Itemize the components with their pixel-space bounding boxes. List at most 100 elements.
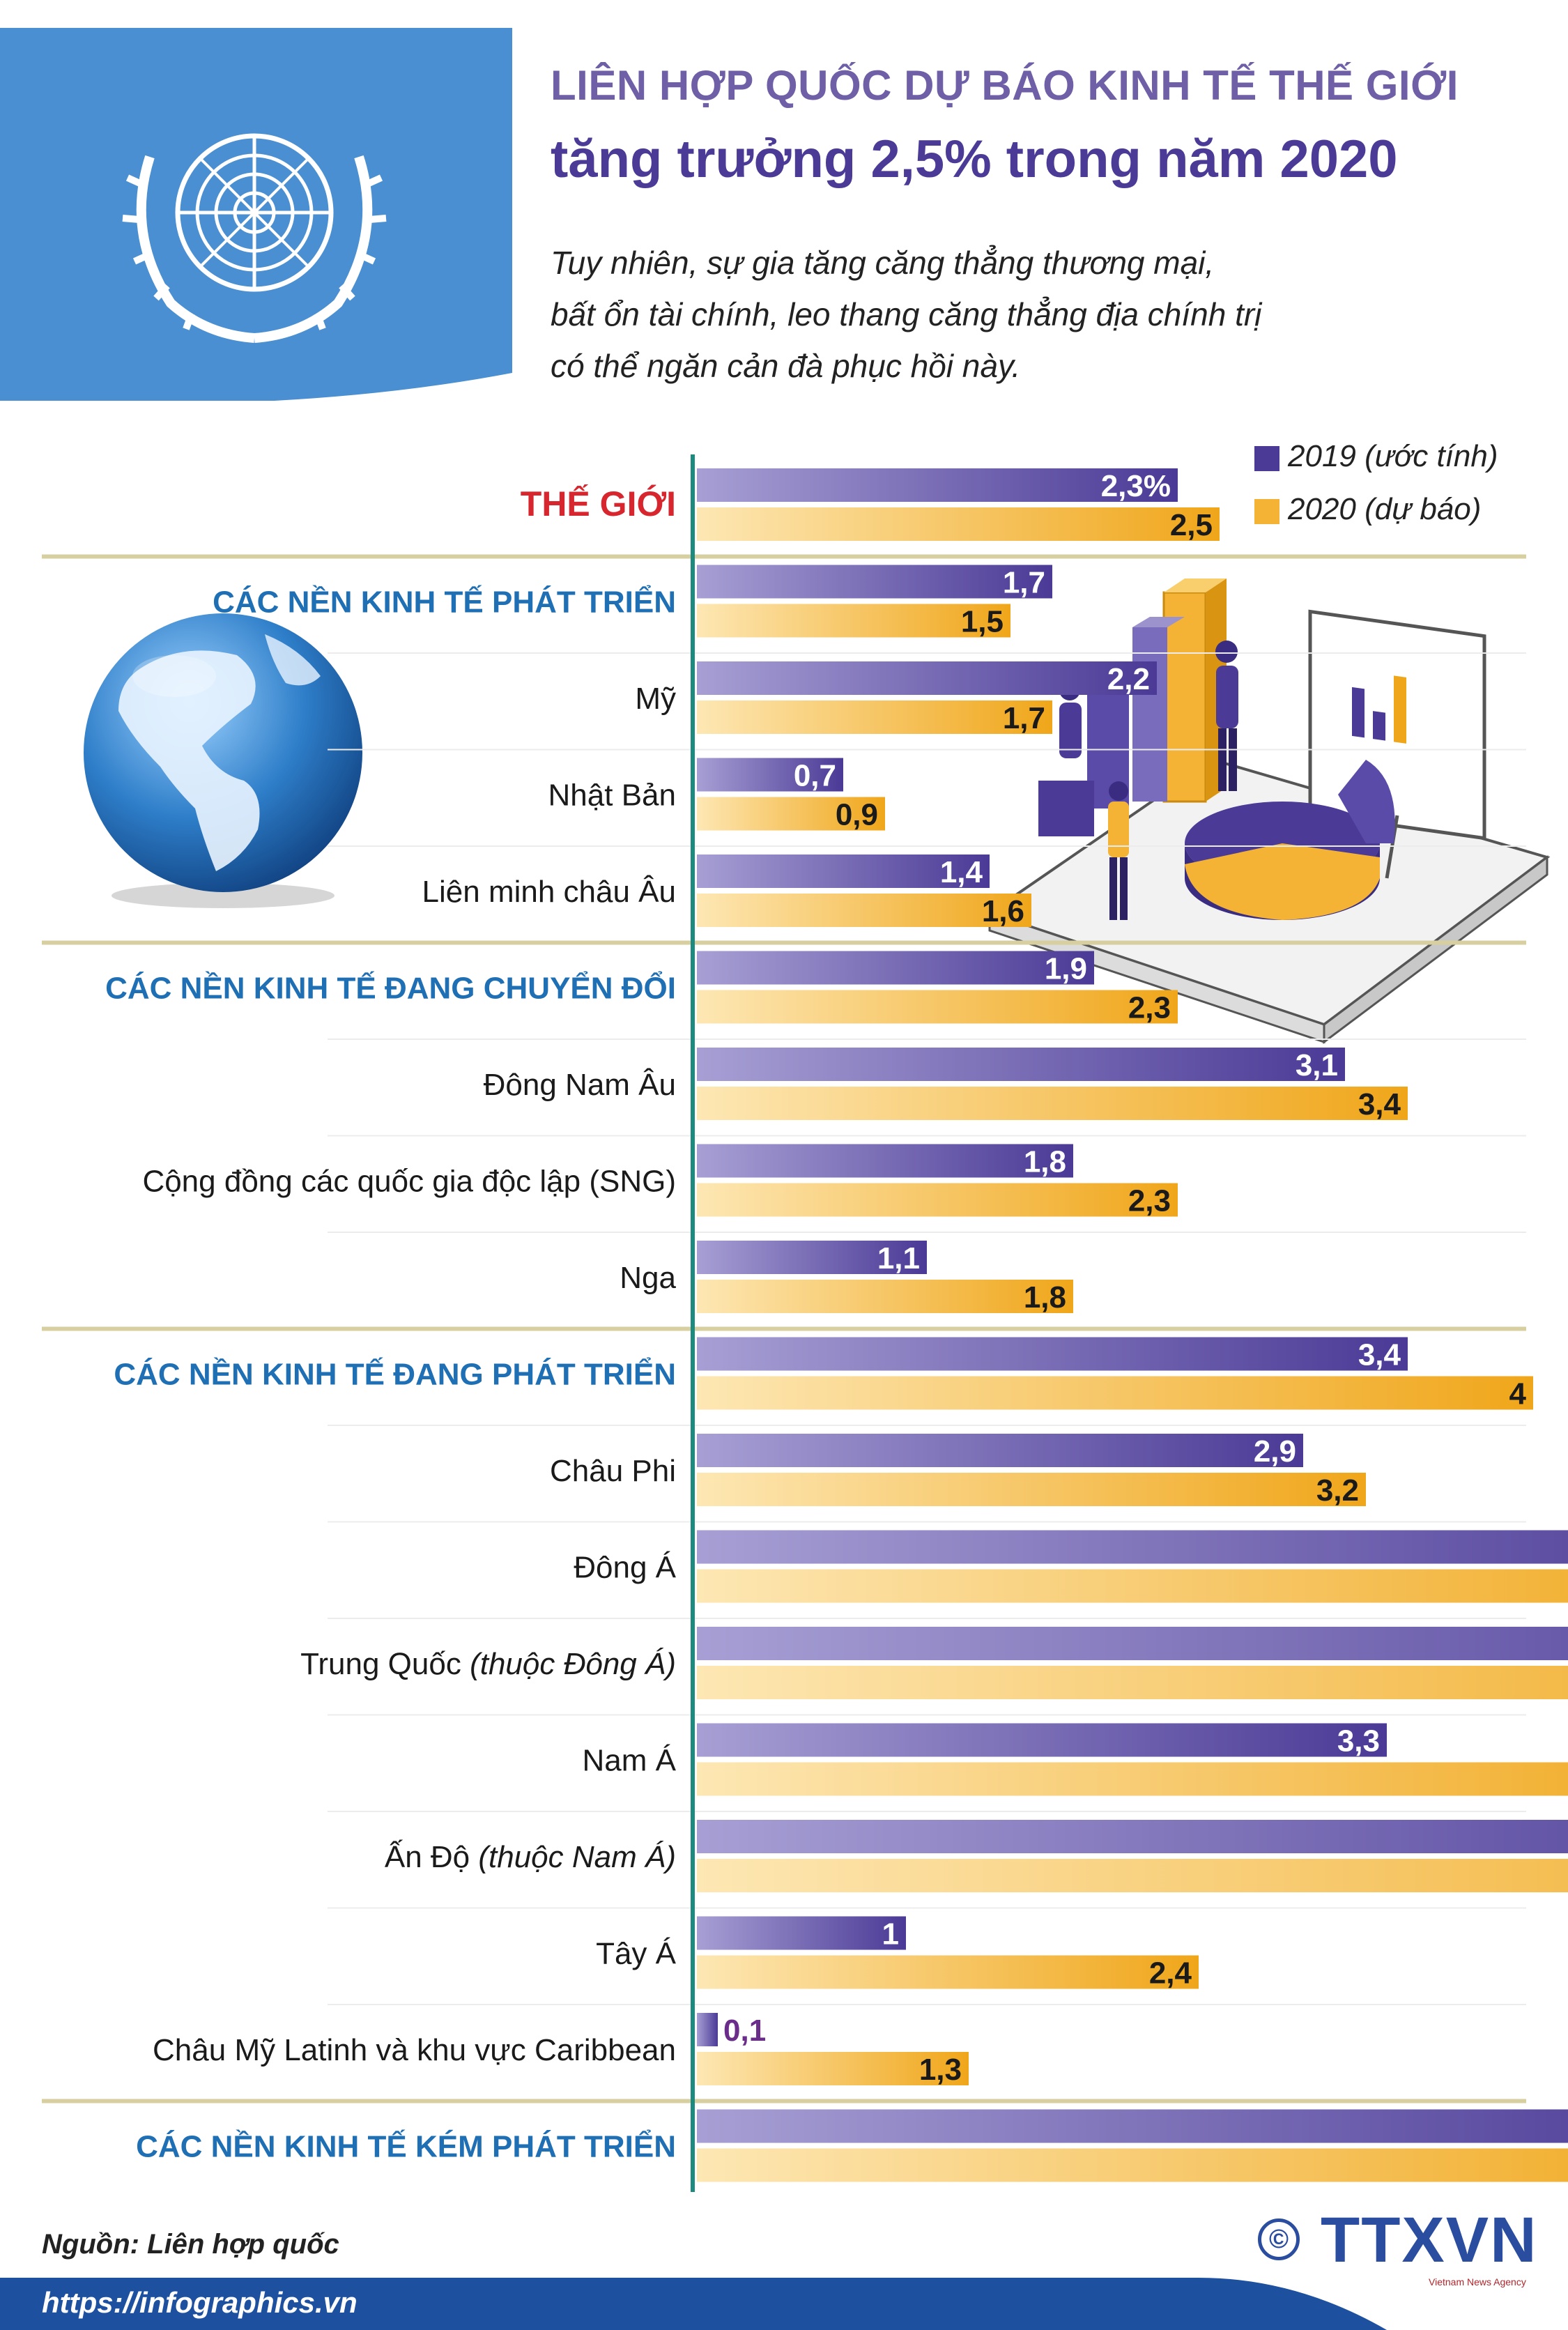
value-label-2020: 2,5 [1170, 508, 1213, 542]
value-label-2019: 1,9 [1045, 952, 1087, 986]
category-label: Nhật Bản [548, 779, 676, 813]
value-label-2020: 2,3 [1128, 991, 1171, 1025]
value-label-2020: 3,4 [1358, 1087, 1401, 1121]
category-label: Nam Á [583, 1744, 677, 1778]
subtitle-line: bất ổn tài chính, leo thang căng thẳng đ… [551, 296, 1262, 332]
bar-2019 [697, 1241, 927, 1274]
bar-2019 [697, 565, 1052, 599]
category-label: Tây Á [596, 1937, 677, 1971]
bar-2020 [697, 604, 1010, 638]
legend-item-2020: 2020 (dự báo) [1254, 485, 1561, 538]
bar-2020 [697, 1569, 1568, 1603]
value-label-2019: 3,4 [1358, 1338, 1401, 1372]
value-label-2019: 0,1 [723, 2014, 766, 2048]
bar-2019 [697, 2013, 718, 2046]
legend-label-2019: 2019 (ước tính) [1288, 439, 1498, 473]
bar-2020 [697, 2148, 1568, 2182]
bar-2019 [697, 468, 1178, 502]
legend-swatch-2019 [1254, 446, 1279, 471]
globe-icon [84, 613, 362, 908]
bar-2020 [697, 1859, 1568, 1892]
bar-2019 [697, 1530, 1568, 1564]
bar-2020 [697, 1762, 1568, 1796]
website-link[interactable]: https://infographics.vn [42, 2286, 358, 2319]
bar-2020 [697, 1376, 1533, 1410]
value-label-2020: 3,2 [1316, 1473, 1359, 1508]
bar-2019 [697, 951, 1094, 985]
bar-2020 [697, 1473, 1366, 1506]
un-flag [0, 28, 512, 401]
category-label: Châu Phi [550, 1454, 676, 1488]
value-label-2020: 1,6 [982, 894, 1024, 928]
business-meeting-illustration [986, 578, 1551, 1044]
value-label-2020: 4 [1509, 1377, 1527, 1411]
value-label-2020: 1,7 [1003, 701, 1045, 735]
legend: 2019 (ước tính) 2020 (dự báo) [1254, 432, 1561, 538]
value-label-2020: 1,3 [919, 2053, 962, 2087]
category-label: CÁC NỀN KINH TẾ PHÁT TRIỂN [213, 584, 676, 620]
value-label-2019: 1,4 [940, 855, 983, 889]
bar-2019 [697, 1820, 1568, 1853]
value-label-2019: 1 [882, 1917, 899, 1952]
legend-swatch-2020 [1254, 499, 1279, 524]
bar-2019 [697, 1627, 1568, 1660]
value-label-2020: 2,3 [1128, 1184, 1171, 1218]
category-label: Trung Quốc (thuộc Đông Á) [300, 1647, 676, 1681]
bar-2019 [697, 2109, 1568, 2143]
ttxvn-logo-subtitle: Vietnam News Agency [1429, 2276, 1526, 2287]
category-label: Cộng đồng các quốc gia độc lập (SNG) [142, 1165, 676, 1199]
category-label: Đông Nam Âu [484, 1068, 676, 1102]
subtitle: Tuy nhiên, sự gia tăng căng thẳng thương… [551, 237, 1456, 392]
ttxvn-logo: TTXVN [1321, 2205, 1538, 2276]
bar-2019 [697, 1723, 1387, 1757]
bar-2020 [697, 894, 1031, 927]
category-label: THẾ GIỚI [521, 484, 676, 523]
bar-2020 [697, 1955, 1199, 1989]
bar-2020 [697, 507, 1220, 541]
bar-2019 [697, 1144, 1073, 1178]
bar-2019 [697, 758, 843, 792]
value-label-2020: 0,9 [836, 798, 878, 832]
category-label: Đông Á [574, 1551, 676, 1585]
value-label-2019: 3,1 [1296, 1048, 1338, 1082]
value-label-2019: 2,2 [1107, 662, 1150, 696]
subtitle-line: có thể ngăn cản đà phục hồi này. [551, 348, 1021, 384]
bar-2020 [697, 2052, 969, 2085]
title-line-1: LIÊN HỢP QUỐC DỰ BÁO KINH TẾ THẾ GIỚI [551, 62, 1459, 109]
category-label: Châu Mỹ Latinh và khu vực Caribbean [153, 2033, 676, 2067]
bar-2019 [697, 661, 1157, 695]
bar-2020 [697, 990, 1178, 1024]
bar-2019 [697, 1916, 906, 1950]
footer-bar [0, 2278, 1387, 2330]
category-label: Ấn Độ (thuộc Nam Á) [385, 1839, 676, 1874]
source-note: Nguồn: Liên hợp quốc [42, 2229, 339, 2260]
copyright-icon: © [1258, 2218, 1300, 2260]
category-label: CÁC NỀN KINH TẾ ĐANG CHUYỂN ĐỔI [105, 970, 676, 1006]
legend-item-2019: 2019 (ước tính) [1254, 432, 1561, 485]
subtitle-line: Tuy nhiên, sự gia tăng căng thẳng thương… [551, 245, 1215, 281]
value-label-2019: 1,7 [1003, 566, 1045, 600]
value-label-2019: 0,7 [794, 759, 836, 793]
bar-2020 [697, 700, 1052, 734]
value-label-2020: 1,5 [961, 605, 1004, 639]
category-label: Mỹ [635, 682, 676, 716]
value-label-2020: 2,4 [1149, 1956, 1192, 1991]
category-label: CÁC NỀN KINH TẾ ĐANG PHÁT TRIỂN [114, 1356, 676, 1392]
bar-2020 [697, 1280, 1073, 1313]
title-line-2: tăng trưởng 2,5% trong năm 2020 [551, 130, 1398, 189]
value-label-2019: 3,3 [1337, 1724, 1380, 1758]
bar-2020 [697, 1087, 1408, 1120]
value-label-2019: 1,8 [1024, 1145, 1066, 1179]
value-label-2019: 1,1 [877, 1241, 920, 1275]
bar-2020 [697, 1666, 1568, 1699]
bar-2019 [697, 1337, 1408, 1371]
value-label-2019: 2,3% [1101, 469, 1171, 503]
value-label-2020: 1,8 [1024, 1280, 1066, 1315]
un-emblem-icon [122, 133, 387, 343]
bar-2019 [697, 854, 990, 888]
bar-2019 [697, 1048, 1345, 1081]
category-label: CÁC NỀN KINH TẾ KÉM PHÁT TRIỂN [136, 2129, 676, 2164]
bar-2020 [697, 797, 885, 831]
bar-2020 [697, 1183, 1178, 1217]
